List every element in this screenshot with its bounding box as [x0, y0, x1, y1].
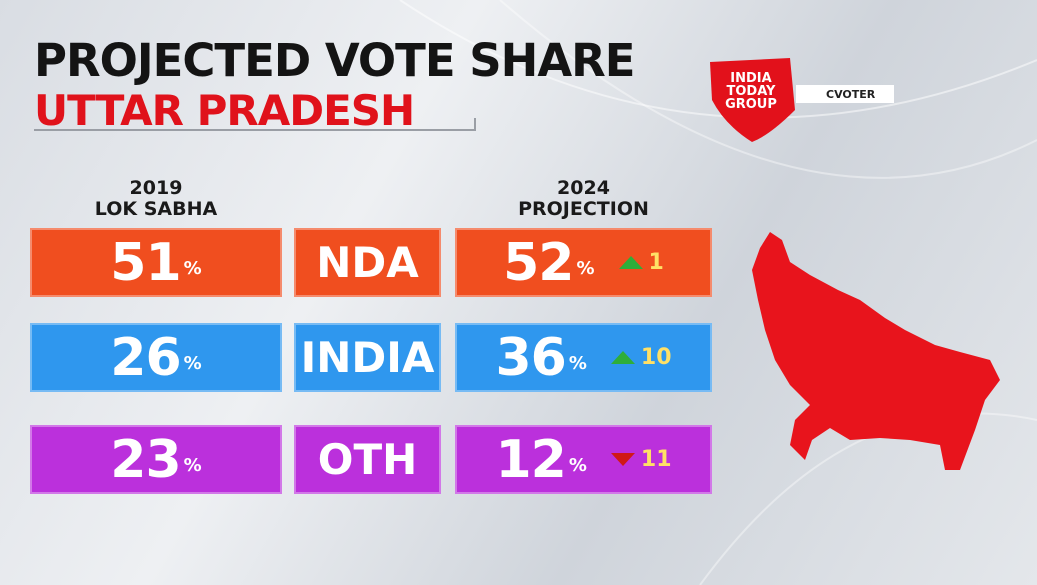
cell-2019: 23% [30, 425, 282, 494]
header-line: 2019 [129, 177, 183, 199]
logo-line: GROUP [725, 97, 777, 112]
vote-2024: 36 [495, 327, 566, 388]
cell-2024: 36% 10 [455, 323, 712, 392]
state-map [752, 232, 1000, 470]
change: 11 [640, 447, 672, 472]
trend-arrow [618, 256, 643, 269]
trend-arrow [610, 351, 635, 364]
column-header: 2019 LOK SABHA [30, 178, 282, 220]
header-line: PROJECTION [518, 198, 649, 220]
vote-2019: 26 [110, 327, 181, 388]
logo-shield [710, 58, 795, 142]
title: PROJECTED VOTE SHARE [34, 34, 636, 87]
unit: % [183, 258, 202, 279]
vote-2024: 52 [503, 232, 574, 293]
unit: % [568, 353, 587, 374]
cvoter-badge [796, 85, 894, 103]
change: 10 [640, 345, 672, 370]
vote-2019: 51 [110, 232, 181, 293]
cell-2024: 52% 1 [455, 228, 712, 297]
logo-line: INDIA [730, 71, 772, 86]
cell-2019: 26% [30, 323, 282, 392]
party: INDIA [300, 333, 435, 382]
cell-party: INDIA [294, 323, 441, 392]
subtitle: UTTAR PRADESH [34, 86, 415, 135]
vote-2019: 23 [110, 429, 181, 490]
party: NDA [316, 238, 419, 287]
partner: CVOTER [826, 88, 876, 101]
party: OTH [317, 435, 418, 484]
logo: INDIA TODAY GROUP [716, 72, 786, 111]
header-line: 2024 [557, 177, 610, 199]
unit: % [183, 353, 202, 374]
column-header: 2024 PROJECTION [455, 178, 712, 220]
header-line: LOK SABHA [94, 198, 218, 220]
unit: % [576, 258, 595, 279]
unit: % [183, 455, 202, 476]
cell-party: OTH [294, 425, 441, 494]
unit: % [568, 455, 587, 476]
trend-arrow [610, 453, 635, 466]
cell-2019: 51% [30, 228, 282, 297]
vote-2024: 12 [495, 429, 566, 490]
cell-party: NDA [294, 228, 441, 297]
cell-2024: 12% 11 [455, 425, 712, 494]
logo-line: TODAY [726, 84, 776, 99]
change: 1 [648, 250, 664, 275]
